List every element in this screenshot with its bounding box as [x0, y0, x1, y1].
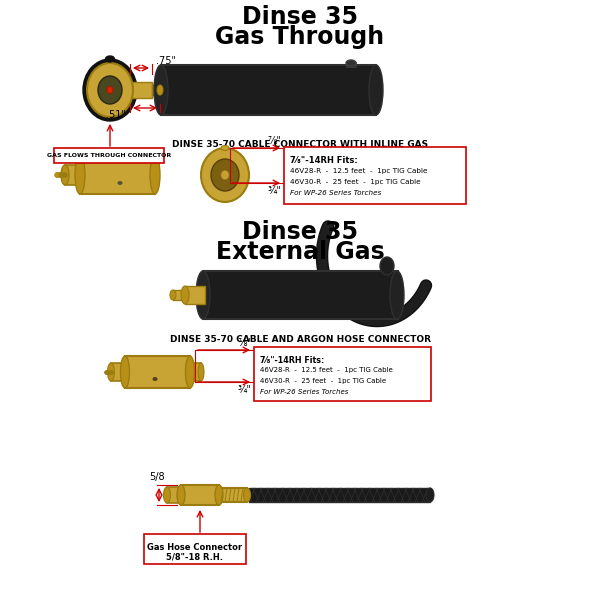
Text: 7⁄₈"-14RH Fits:: 7⁄₈"-14RH Fits:: [260, 356, 324, 365]
Ellipse shape: [244, 488, 251, 502]
Ellipse shape: [163, 487, 170, 503]
Ellipse shape: [87, 63, 133, 117]
Text: External Gas: External Gas: [215, 240, 385, 264]
Ellipse shape: [369, 65, 383, 115]
Bar: [187, 363, 201, 381]
Text: DINSE 35-70 CABLE CONNECTOR WITH INLINE GAS: DINSE 35-70 CABLE CONNECTOR WITH INLINE …: [172, 140, 428, 149]
Bar: [80, 156, 155, 194]
Bar: [181, 485, 219, 505]
Text: 7⁄₈"-14RH Fits:: 7⁄₈"-14RH Fits:: [290, 156, 358, 165]
Text: ⅞": ⅞": [267, 136, 281, 146]
Bar: [111, 363, 128, 381]
Ellipse shape: [107, 86, 113, 94]
Ellipse shape: [201, 148, 249, 202]
Ellipse shape: [107, 363, 115, 381]
Ellipse shape: [181, 286, 189, 304]
Ellipse shape: [118, 181, 122, 185]
Ellipse shape: [198, 363, 204, 381]
Ellipse shape: [390, 271, 404, 319]
Text: 46V28-R  -  12.5 feet  -  1pc TIG Cable: 46V28-R - 12.5 feet - 1pc TIG Cable: [260, 367, 393, 373]
Ellipse shape: [380, 257, 394, 275]
Ellipse shape: [98, 76, 122, 104]
Text: .51": .51": [106, 110, 126, 120]
Bar: [125, 356, 190, 388]
Text: DINSE 35-70 CABLE AND ARGON HOSE CONNECTOR: DINSE 35-70 CABLE AND ARGON HOSE CONNECT…: [170, 335, 431, 344]
Bar: [152, 85, 160, 95]
Ellipse shape: [75, 156, 85, 194]
Text: ¾": ¾": [237, 384, 251, 394]
Bar: [219, 488, 247, 502]
Text: For WP-26 Series Torches: For WP-26 Series Torches: [260, 389, 349, 395]
Ellipse shape: [157, 85, 163, 95]
Ellipse shape: [211, 159, 239, 191]
Text: 5/8: 5/8: [149, 472, 165, 482]
Ellipse shape: [196, 271, 210, 319]
Text: ¾": ¾": [267, 185, 281, 195]
Bar: [161, 65, 376, 115]
Text: 46V30-R  -  25 feet  -  1pc TIG Cable: 46V30-R - 25 feet - 1pc TIG Cable: [260, 378, 386, 384]
FancyBboxPatch shape: [284, 147, 466, 204]
Ellipse shape: [215, 485, 223, 505]
Ellipse shape: [221, 145, 229, 151]
Text: GAS FLOWS THROUGH CONNECTOR: GAS FLOWS THROUGH CONNECTOR: [47, 153, 171, 158]
Bar: [167, 487, 181, 503]
Ellipse shape: [221, 170, 229, 179]
Bar: [346, 62, 356, 67]
Ellipse shape: [346, 60, 356, 66]
Ellipse shape: [55, 172, 59, 178]
Ellipse shape: [152, 377, 157, 381]
Ellipse shape: [426, 488, 434, 502]
Ellipse shape: [150, 156, 160, 194]
Ellipse shape: [185, 356, 194, 388]
Text: Dinse 35: Dinse 35: [242, 220, 358, 244]
Ellipse shape: [83, 59, 137, 121]
Text: Gas Through: Gas Through: [215, 25, 385, 49]
Ellipse shape: [61, 165, 69, 185]
Bar: [173, 290, 188, 300]
Bar: [203, 271, 398, 319]
Text: ⅞": ⅞": [237, 338, 251, 348]
Text: Dinse 35: Dinse 35: [242, 5, 358, 29]
Ellipse shape: [121, 356, 130, 388]
FancyBboxPatch shape: [254, 347, 431, 401]
Text: .75": .75": [156, 56, 176, 66]
Bar: [249, 488, 430, 502]
FancyBboxPatch shape: [144, 534, 246, 564]
Ellipse shape: [177, 485, 185, 505]
Text: 46V28-R  -  12.5 feet  -  1pc TIG Cable: 46V28-R - 12.5 feet - 1pc TIG Cable: [290, 168, 427, 174]
Bar: [185, 286, 205, 304]
Text: Gas Hose Connector: Gas Hose Connector: [148, 543, 242, 552]
Ellipse shape: [154, 65, 168, 115]
Ellipse shape: [170, 290, 176, 300]
Text: For WP-26 Series Torches: For WP-26 Series Torches: [290, 190, 382, 196]
FancyBboxPatch shape: [54, 148, 164, 163]
Bar: [65, 165, 83, 185]
Text: 46V30-R  -  25 feet  -  1pc TIG Cable: 46V30-R - 25 feet - 1pc TIG Cable: [290, 179, 421, 185]
Ellipse shape: [106, 56, 115, 62]
Text: 5/8"-18 R.H.: 5/8"-18 R.H.: [167, 553, 223, 562]
Bar: [130, 82, 152, 98]
